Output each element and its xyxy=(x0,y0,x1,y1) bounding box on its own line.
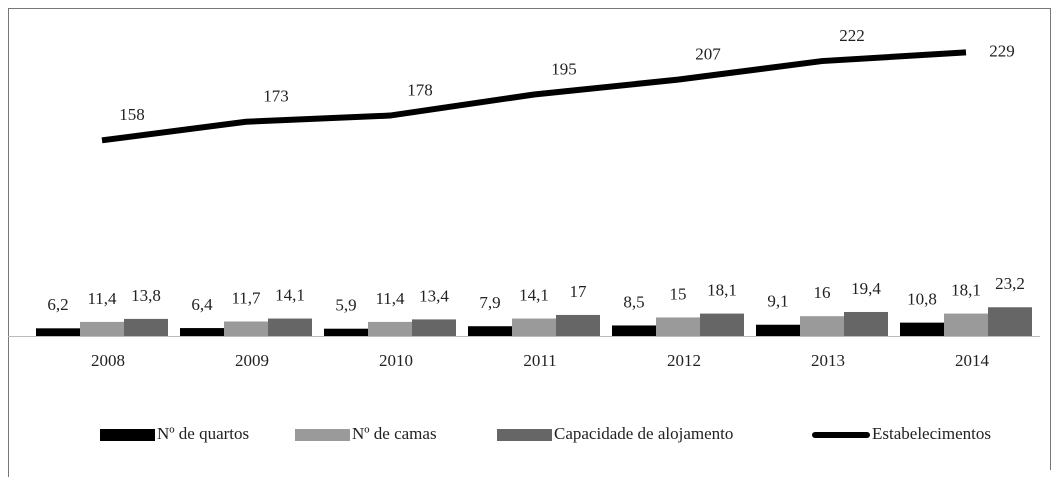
bar xyxy=(756,324,800,336)
bar xyxy=(800,316,844,336)
data-label: 18,1 xyxy=(951,280,981,299)
data-label: 13,4 xyxy=(419,286,449,305)
data-label: 15 xyxy=(670,284,687,303)
legend-swatch xyxy=(295,429,350,441)
data-label: 14,1 xyxy=(519,285,549,304)
data-label: 7,9 xyxy=(479,293,500,312)
legend-label: Capacidade de alojamento xyxy=(554,424,733,443)
data-label: 195 xyxy=(551,59,577,78)
bar xyxy=(80,321,124,336)
bar xyxy=(36,328,80,336)
data-label: 229 xyxy=(989,41,1015,60)
x-tick-label: 2014 xyxy=(955,351,990,370)
bar xyxy=(124,318,168,336)
bar xyxy=(612,325,656,336)
data-label: 18,1 xyxy=(707,280,737,299)
data-label: 207 xyxy=(695,45,721,64)
data-label: 10,8 xyxy=(907,290,937,309)
x-tick-label: 2008 xyxy=(91,351,125,370)
x-tick-label: 2011 xyxy=(523,351,556,370)
x-tick-label: 2012 xyxy=(667,351,701,370)
legend-swatch xyxy=(100,429,155,441)
data-label: 173 xyxy=(263,87,289,106)
bar xyxy=(700,313,744,336)
bar xyxy=(512,318,556,336)
legend-label: Estabelecimentos xyxy=(872,424,991,443)
data-label: 17 xyxy=(570,282,588,301)
data-label: 11,4 xyxy=(375,289,405,308)
legend-label: Nº de camas xyxy=(352,424,437,443)
data-label: 158 xyxy=(119,105,145,124)
x-tick-label: 2013 xyxy=(811,351,845,370)
data-label: 23,2 xyxy=(995,274,1025,293)
bar xyxy=(324,328,368,336)
data-label: 178 xyxy=(407,80,433,99)
data-label: 6,4 xyxy=(191,295,213,314)
line xyxy=(101,49,967,144)
data-label: 5,9 xyxy=(335,296,356,315)
data-label: 13,8 xyxy=(131,286,161,305)
data-label: 19,4 xyxy=(851,279,881,298)
legend-swatch xyxy=(497,429,552,441)
data-label: 14,1 xyxy=(275,285,305,304)
bar xyxy=(224,321,268,336)
data-label: 11,7 xyxy=(231,288,261,307)
bar xyxy=(944,313,988,336)
bar xyxy=(656,317,700,336)
bar xyxy=(368,321,412,336)
bar xyxy=(556,314,600,336)
bar xyxy=(412,319,456,336)
data-label: 222 xyxy=(839,26,865,45)
data-label: 9,1 xyxy=(767,292,788,311)
bar xyxy=(180,328,224,336)
bar xyxy=(268,318,312,336)
bar xyxy=(900,322,944,336)
x-tick-label: 2010 xyxy=(379,351,413,370)
bar xyxy=(468,326,512,336)
legend-label: Nº de quartos xyxy=(157,424,249,443)
bar xyxy=(844,311,888,336)
data-label: 11,4 xyxy=(87,289,117,308)
data-label: 8,5 xyxy=(623,292,644,311)
bar xyxy=(988,307,1032,336)
x-tick-label: 2009 xyxy=(235,351,269,370)
data-label: 16 xyxy=(814,283,831,302)
data-label: 6,2 xyxy=(47,295,68,314)
